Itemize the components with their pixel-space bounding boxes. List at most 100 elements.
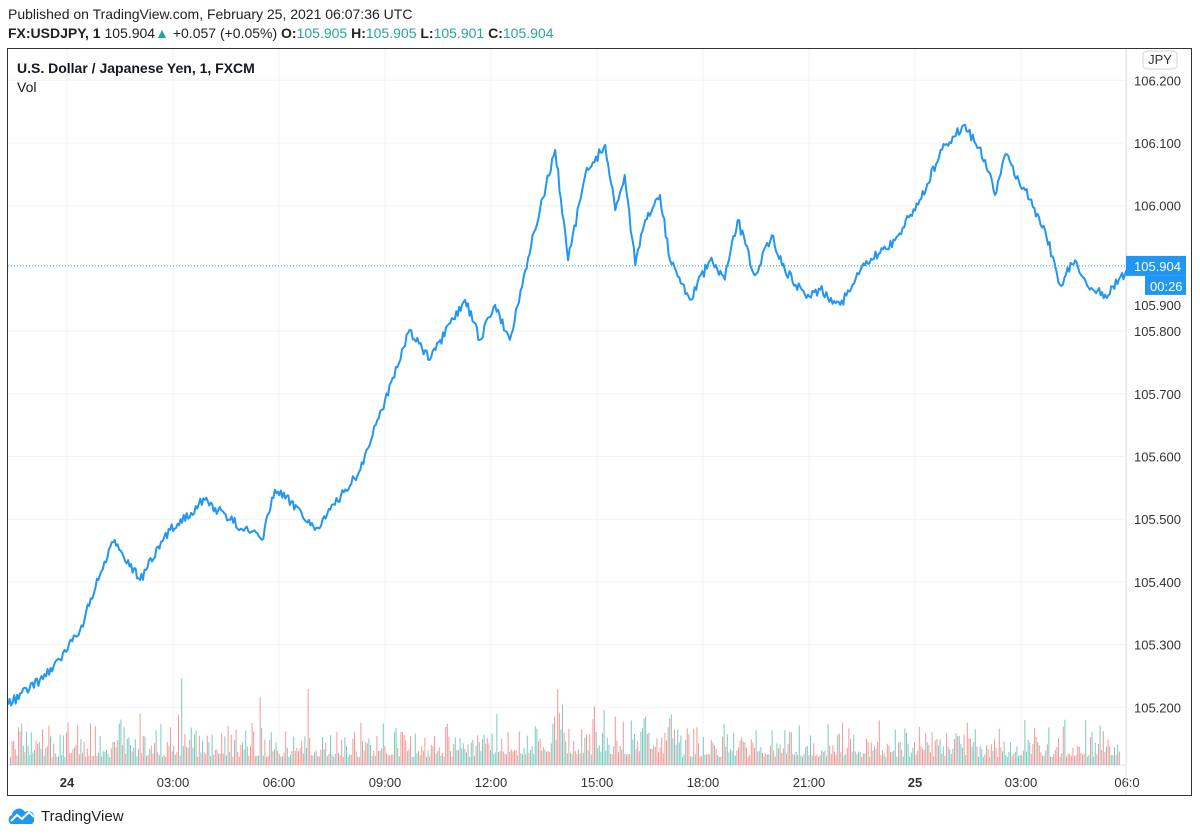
volume-bar [365, 741, 367, 765]
volume-bar [768, 754, 770, 765]
volume-bar [560, 729, 562, 765]
volume-bar [658, 752, 659, 765]
volume-bar [491, 733, 493, 765]
x-tick-label: 21:00 [793, 775, 826, 790]
volume-bar [102, 751, 104, 765]
volume-bar [1026, 751, 1027, 765]
volume-bar [941, 753, 943, 765]
volume-bar [715, 748, 717, 765]
volume-bar [1018, 755, 1019, 765]
volume-bar [749, 755, 751, 765]
low-value: 105.901 [433, 25, 485, 41]
volume-bar [667, 727, 669, 765]
volume-bar [851, 751, 853, 765]
volume-bar [742, 741, 744, 765]
volume-bar [312, 755, 314, 765]
volume-bar [160, 724, 162, 765]
volume-bar [782, 748, 784, 765]
volume-bar [363, 750, 365, 765]
volume-bar [803, 754, 805, 765]
volume-bar [478, 742, 480, 765]
volume-bar [640, 731, 642, 765]
volume-bar [510, 749, 512, 765]
volume-bar [798, 725, 800, 765]
volume-bar [512, 751, 514, 765]
volume-bar [544, 749, 546, 765]
volume-bar [376, 736, 378, 765]
volume-bar [1022, 750, 1024, 765]
countdown-tag [1145, 275, 1186, 295]
volume-bar [229, 751, 231, 765]
volume-bar [922, 748, 923, 765]
volume-bar [37, 743, 39, 765]
volume-bar [666, 740, 667, 765]
volume-bar [642, 728, 643, 765]
volume-bar [442, 752, 443, 765]
countdown-label: 00:26 [1150, 279, 1183, 294]
volume-bar [990, 744, 992, 765]
volume-bar [334, 753, 336, 765]
y-tick-label: 105.400 [1134, 575, 1181, 590]
volume-bar [139, 713, 141, 765]
volume-bar [286, 747, 288, 765]
tradingview-logo[interactable]: TradingView [7, 807, 124, 825]
volume-bar [162, 756, 163, 765]
volume-bar [997, 756, 999, 765]
volume-bar [443, 756, 445, 765]
volume-bar [557, 689, 559, 765]
volume-bar [758, 750, 760, 765]
volume-bar [509, 752, 511, 765]
volume-bar [653, 745, 655, 765]
volume-bar [981, 748, 983, 765]
volume-bar [693, 728, 695, 765]
volume-bar [1075, 754, 1077, 765]
volume-bar [539, 738, 541, 765]
volume-bar [435, 753, 437, 765]
volume-bar [382, 723, 384, 765]
volume-bar [496, 714, 498, 765]
volume-bar [405, 740, 407, 765]
volume-bar [874, 746, 875, 765]
volume-bar [325, 742, 327, 765]
volume-bar [739, 740, 741, 765]
volume-bar [221, 733, 223, 765]
volume-bar [266, 756, 267, 765]
volume-bar [200, 752, 202, 765]
volume-bar [174, 754, 176, 765]
volume-bar [965, 754, 967, 765]
volume-bar [373, 750, 375, 765]
volume-bar [181, 678, 183, 765]
volume-bar [48, 725, 50, 765]
volume-bar [171, 751, 173, 765]
x-tick-label: 12:00 [475, 775, 508, 790]
volume-bar [699, 756, 701, 765]
volume-bar [1042, 755, 1043, 765]
volume-bar [866, 738, 867, 765]
volume-bar [861, 756, 863, 765]
volume-bar [82, 752, 83, 765]
volume-bar [395, 728, 397, 765]
volume-bar [568, 728, 570, 765]
volume-bar [960, 744, 962, 765]
volume-bar [1062, 726, 1064, 765]
volume-bar [302, 753, 304, 765]
volume-bar [776, 743, 778, 765]
volume-bar [501, 738, 503, 765]
volume-bar [93, 755, 95, 765]
volume-bar [410, 736, 411, 765]
tradingview-cloud-icon [8, 808, 35, 824]
volume-bar [138, 748, 139, 765]
volume-bar [595, 731, 597, 765]
volume-bar [853, 734, 855, 765]
volume-bar [930, 752, 931, 765]
open-label: O: [281, 25, 297, 41]
volume-bar [419, 755, 421, 765]
volume-bar [1008, 751, 1010, 765]
volume-bar [738, 747, 739, 765]
volume-bar [248, 755, 250, 765]
volume-bar [101, 756, 103, 765]
volume-bar [970, 739, 971, 765]
volume-bar [22, 745, 24, 765]
volume-bar [30, 732, 32, 765]
